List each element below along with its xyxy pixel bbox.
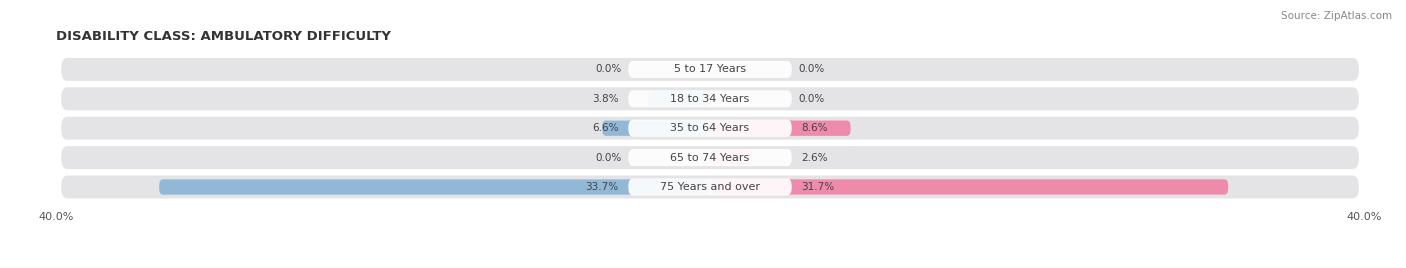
Text: 2.6%: 2.6% bbox=[801, 152, 828, 163]
Text: 3.8%: 3.8% bbox=[592, 94, 619, 104]
Text: 0.0%: 0.0% bbox=[596, 64, 621, 75]
Text: 6.6%: 6.6% bbox=[592, 123, 619, 133]
Text: 65 to 74 Years: 65 to 74 Years bbox=[671, 152, 749, 163]
FancyBboxPatch shape bbox=[628, 90, 792, 107]
Text: 0.0%: 0.0% bbox=[596, 152, 621, 163]
FancyBboxPatch shape bbox=[60, 87, 1360, 110]
Text: 35 to 64 Years: 35 to 64 Years bbox=[671, 123, 749, 133]
Text: 33.7%: 33.7% bbox=[585, 182, 619, 192]
Text: 18 to 34 Years: 18 to 34 Years bbox=[671, 94, 749, 104]
FancyBboxPatch shape bbox=[60, 146, 1360, 169]
FancyBboxPatch shape bbox=[628, 149, 792, 166]
FancyBboxPatch shape bbox=[60, 117, 1360, 140]
Text: 8.6%: 8.6% bbox=[801, 123, 828, 133]
Text: 5 to 17 Years: 5 to 17 Years bbox=[673, 64, 747, 75]
Text: 75 Years and over: 75 Years and over bbox=[659, 182, 761, 192]
FancyBboxPatch shape bbox=[159, 179, 710, 195]
FancyBboxPatch shape bbox=[628, 61, 792, 78]
FancyBboxPatch shape bbox=[60, 176, 1360, 199]
FancyBboxPatch shape bbox=[648, 91, 710, 106]
FancyBboxPatch shape bbox=[602, 121, 710, 136]
FancyBboxPatch shape bbox=[710, 150, 752, 165]
Text: DISABILITY CLASS: AMBULATORY DIFFICULTY: DISABILITY CLASS: AMBULATORY DIFFICULTY bbox=[56, 30, 391, 43]
Text: Source: ZipAtlas.com: Source: ZipAtlas.com bbox=[1281, 11, 1392, 21]
FancyBboxPatch shape bbox=[710, 179, 1229, 195]
FancyBboxPatch shape bbox=[628, 178, 792, 196]
Text: 31.7%: 31.7% bbox=[801, 182, 835, 192]
FancyBboxPatch shape bbox=[60, 58, 1360, 81]
Text: 0.0%: 0.0% bbox=[799, 94, 824, 104]
FancyBboxPatch shape bbox=[628, 120, 792, 137]
Text: 0.0%: 0.0% bbox=[799, 64, 824, 75]
FancyBboxPatch shape bbox=[710, 121, 851, 136]
